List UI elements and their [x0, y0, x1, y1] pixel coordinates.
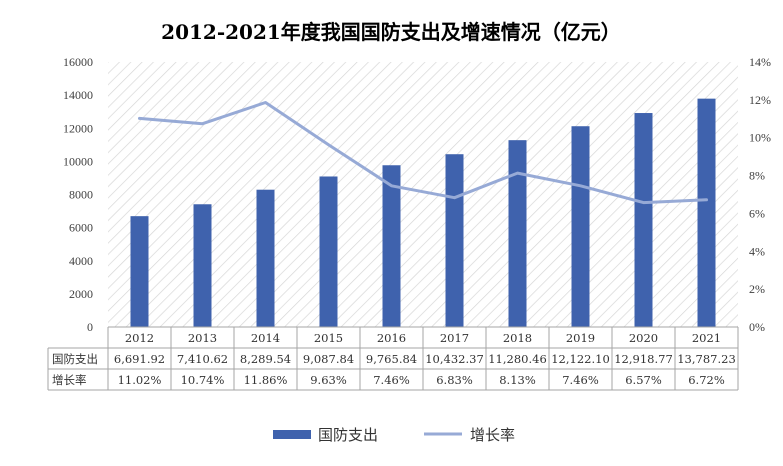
x-axis-category-label: 2016 — [377, 331, 406, 345]
bar-2019 — [571, 126, 590, 327]
table-cell-spending: 13,787.23 — [677, 352, 736, 366]
left-axis-tick-label: 10000 — [63, 154, 93, 168]
plot-background — [108, 62, 738, 327]
table-cell-spending: 12,918.77 — [614, 352, 673, 366]
bar-2012 — [130, 216, 149, 327]
right-axis-tick-label: 6% — [749, 206, 765, 220]
legend-label-spending: 国防支出 — [318, 426, 378, 444]
bar-2020 — [634, 113, 653, 328]
right-axis-tick-label: 12% — [749, 93, 771, 107]
bar-2021 — [697, 98, 716, 327]
table-cell-growth: 10.74% — [181, 373, 225, 387]
table-cell-growth: 6.83% — [436, 373, 473, 387]
growth-rate-point-2019 — [580, 185, 581, 187]
right-axis-tick-label: 14% — [749, 55, 771, 69]
table-cell-spending: 9,087.84 — [303, 352, 354, 366]
bar-2013 — [193, 204, 212, 327]
left-axis-tick-label: 6000 — [69, 221, 93, 235]
table-cell-growth: 6.72% — [688, 373, 725, 387]
table-cell-spending: 6,691.92 — [114, 352, 165, 366]
right-axis-tick-label: 4% — [749, 244, 765, 258]
growth-rate-point-2020 — [643, 202, 644, 204]
table-cell-growth: 8.13% — [499, 373, 536, 387]
table-cell-spending: 8,289.54 — [240, 352, 291, 366]
table-cell-growth: 7.46% — [562, 373, 599, 387]
left-axis-tick-label: 16000 — [63, 55, 93, 69]
x-axis-category-label: 2014 — [251, 331, 280, 345]
table-row-header: 增长率 — [52, 373, 87, 387]
left-axis-tick-label: 4000 — [69, 254, 93, 268]
table-cell-spending: 10,432.37 — [425, 352, 484, 366]
table-cell-growth: 6.57% — [625, 373, 662, 387]
x-axis-category-label: 2019 — [566, 331, 595, 345]
bar-2015 — [319, 176, 338, 327]
x-axis-category-label: 2017 — [440, 331, 469, 345]
table-cell-spending: 7,410.62 — [177, 352, 228, 366]
data-table: 2012 2013 2014 2015 2016 2017 2018 2019 2020 2021… — [47, 326, 739, 391]
right-axis-tick-label: 2% — [749, 282, 765, 296]
right-axis-ticks: 0% 2% 4% 6% 8% 10% 12% 14% — [749, 55, 771, 334]
x-axis-category-label: 2021 — [692, 331, 721, 345]
growth-rate-point-2017 — [454, 197, 455, 199]
line-series — [138, 101, 708, 205]
bar-2016 — [382, 165, 401, 327]
bar-2018 — [508, 140, 527, 327]
growth-rate-line — [138, 101, 708, 205]
x-axis-category-label: 2020 — [629, 331, 658, 345]
legend-bar-swatch — [273, 430, 311, 439]
bar-2014 — [256, 189, 275, 327]
left-axis-tick-label: 0 — [87, 320, 93, 334]
left-axis-tick-label: 14000 — [63, 88, 93, 102]
table-cell-spending: 11,280.46 — [488, 352, 547, 366]
left-axis-tick-label: 12000 — [63, 121, 93, 135]
left-axis-tick-label: 2000 — [69, 287, 93, 301]
growth-rate-point-2012 — [139, 117, 140, 119]
bar-2017 — [445, 154, 464, 327]
legend-label-growth: 增长率 — [470, 426, 515, 444]
left-axis-tick-label: 8000 — [69, 188, 93, 202]
table-cell-growth: 7.46% — [373, 373, 410, 387]
chart-title: 2012-2021年度我国国防支出及增速情况（亿元） — [161, 20, 621, 44]
table-row-header: 国防支出 — [52, 352, 98, 366]
x-axis-category-label: 2013 — [188, 331, 217, 345]
table-cell-spending: 9,765.84 — [366, 352, 417, 366]
x-axis-category-label: 2012 — [125, 331, 154, 345]
left-axis-ticks: 0 2000 4000 6000 8000 10000 12000 14000 16000 — [63, 55, 93, 334]
table-cell-growth: 9.63% — [310, 373, 347, 387]
right-axis-tick-label: 10% — [749, 131, 771, 145]
growth-rate-point-2016 — [391, 185, 392, 187]
x-axis-category-label: 2018 — [503, 331, 532, 345]
x-axis-category-label: 2015 — [314, 331, 343, 345]
right-axis-tick-label: 0% — [749, 320, 765, 334]
growth-rate-point-2013 — [202, 123, 203, 125]
table-cell-growth: 11.02% — [118, 373, 162, 387]
legend: 国防支出 增长率 — [273, 426, 515, 444]
growth-rate-point-2021 — [706, 199, 707, 201]
table-cell-spending: 12,122.10 — [551, 352, 610, 366]
right-axis-tick-label: 8% — [749, 169, 765, 183]
growth-rate-point-2015 — [328, 144, 329, 146]
bar-series — [130, 98, 716, 328]
growth-rate-point-2014 — [265, 102, 266, 104]
table-cell-growth: 11.86% — [244, 373, 288, 387]
growth-rate-point-2018 — [517, 172, 518, 174]
